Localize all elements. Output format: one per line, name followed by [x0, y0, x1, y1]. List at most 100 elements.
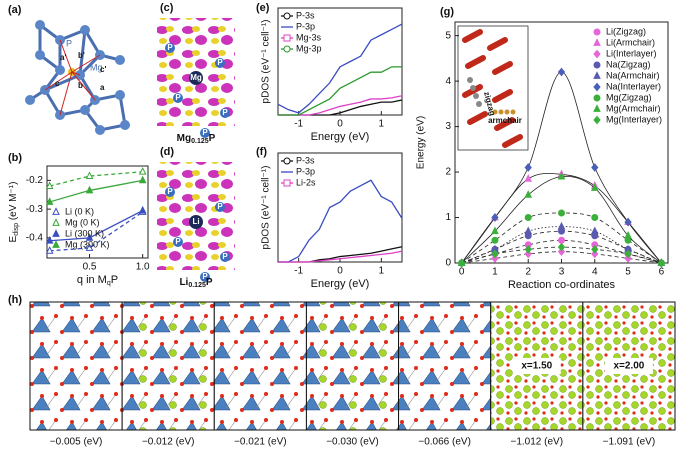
structure-a-vectors	[44, 39, 101, 116]
snapshot-energy: −0.021 (eV)	[234, 437, 287, 448]
y-tick-label: -0.3	[26, 204, 44, 215]
marker	[458, 258, 466, 268]
marker	[591, 249, 599, 259]
marker	[593, 38, 601, 46]
formula: Mg0.125P	[177, 133, 216, 146]
atom	[200, 128, 210, 138]
legend-label: Li (300 K)	[65, 228, 104, 238]
snapshot-energy: −1.012 (eV)	[511, 437, 564, 448]
marker	[138, 167, 147, 175]
x-tick-label: 1	[379, 266, 385, 277]
series-line	[278, 66, 402, 116]
legend-label: Mg (300 K)	[65, 239, 110, 249]
x-tick-label: 1	[492, 267, 498, 278]
snapshot-energy: −0.012 (eV)	[142, 437, 195, 448]
legend-label: Li(Interlayer)	[606, 48, 657, 58]
panel-label: (h)	[8, 294, 22, 306]
marker	[283, 34, 291, 42]
formula-element: Li	[179, 277, 188, 288]
y-tick-label: 4	[445, 76, 451, 87]
marker	[85, 185, 94, 194]
legend-label: Li-2s	[296, 177, 316, 187]
y-axis-label-rest: (eV M⁻¹)	[8, 182, 19, 223]
x-tick-label: -1	[294, 119, 303, 130]
inset-label: armchair	[488, 116, 522, 125]
marker	[85, 171, 94, 179]
marker	[593, 71, 601, 79]
atom-label: P	[202, 272, 208, 281]
marker	[557, 221, 566, 230]
x-axis-label-sub: q	[107, 280, 111, 287]
marker	[491, 249, 499, 259]
marker	[52, 240, 60, 248]
marker	[491, 236, 499, 244]
vector-label: b'	[78, 51, 85, 60]
marker	[657, 258, 665, 268]
series-line	[49, 179, 143, 203]
atom-label: P	[222, 108, 228, 117]
marker	[491, 213, 499, 222]
snapshot-energy: −0.005 (eV)	[50, 437, 103, 448]
marker	[45, 236, 54, 244]
composition: x=1.50	[521, 361, 552, 372]
atom-label: P	[217, 58, 223, 67]
atom	[189, 215, 203, 229]
x-tick-label: 3	[559, 267, 565, 278]
y-tick-label: -0.4	[26, 233, 44, 244]
panel-label: (c)	[160, 2, 174, 14]
marker	[283, 12, 291, 20]
formula-subscript: 0.125	[188, 282, 206, 289]
atom	[215, 202, 225, 212]
atom-label: P	[202, 128, 208, 137]
marker	[593, 82, 601, 92]
x-axis-label-main: q in M	[77, 274, 107, 286]
formula-element: Mg	[177, 133, 191, 144]
y-axis-label: Edisp (eV M⁻¹)	[8, 182, 21, 243]
atom-label: Li	[192, 217, 199, 226]
x-tick-label: 1.0	[136, 262, 150, 273]
x-tick-label: 4	[592, 267, 598, 278]
atom-label: Mg	[90, 62, 103, 72]
marker	[491, 226, 499, 235]
legend-label: P-3s	[296, 155, 315, 165]
x-axis-label: q in MqP	[77, 274, 118, 287]
snapshots-h: −0.005 (eV) −0.012 (eV) −0.021 (eV) −0.030 …	[29, 301, 676, 448]
x-axis-label: Energy (eV)	[311, 278, 370, 290]
legend-label: P-3p	[296, 21, 315, 31]
atom	[200, 272, 210, 282]
panel-label: (b)	[8, 152, 22, 164]
marker	[52, 229, 60, 237]
marker	[593, 49, 601, 59]
marker	[524, 163, 532, 172]
legend-label: Mg-3p	[296, 43, 322, 53]
x-tick-label: 0	[337, 119, 343, 130]
series-line	[277, 23, 403, 114]
y-axis-label-main: E	[8, 235, 19, 242]
marker	[624, 230, 632, 239]
marker	[590, 226, 599, 235]
y-tick-label: 0	[445, 258, 451, 269]
panel-label: (d)	[160, 146, 174, 158]
legend-label: P-3p	[296, 166, 315, 176]
atom	[165, 187, 175, 197]
atom-label: P	[175, 237, 181, 246]
panel-label: (e)	[256, 2, 270, 14]
x-tick-label: 5	[625, 267, 631, 278]
x-axis-label: Energy (eV)	[311, 131, 370, 143]
marker	[524, 244, 532, 254]
legend-label: Mg(Zigzag)	[606, 92, 652, 102]
atom	[189, 71, 203, 85]
composition: x=2.00	[613, 361, 644, 372]
composition-box	[604, 358, 653, 374]
atom-label: P	[175, 93, 181, 102]
legend-label: P-3s	[296, 10, 315, 20]
marker	[283, 45, 291, 53]
marker	[524, 226, 533, 235]
snapshot-energy: −1.091 (eV)	[603, 437, 656, 448]
marker	[52, 218, 60, 226]
marker	[624, 217, 632, 227]
legend-label: Na(Armchair)	[606, 70, 660, 80]
snapshot-energy: −0.030 (eV)	[326, 437, 379, 448]
y-axis-label-sub: disp	[13, 223, 20, 236]
